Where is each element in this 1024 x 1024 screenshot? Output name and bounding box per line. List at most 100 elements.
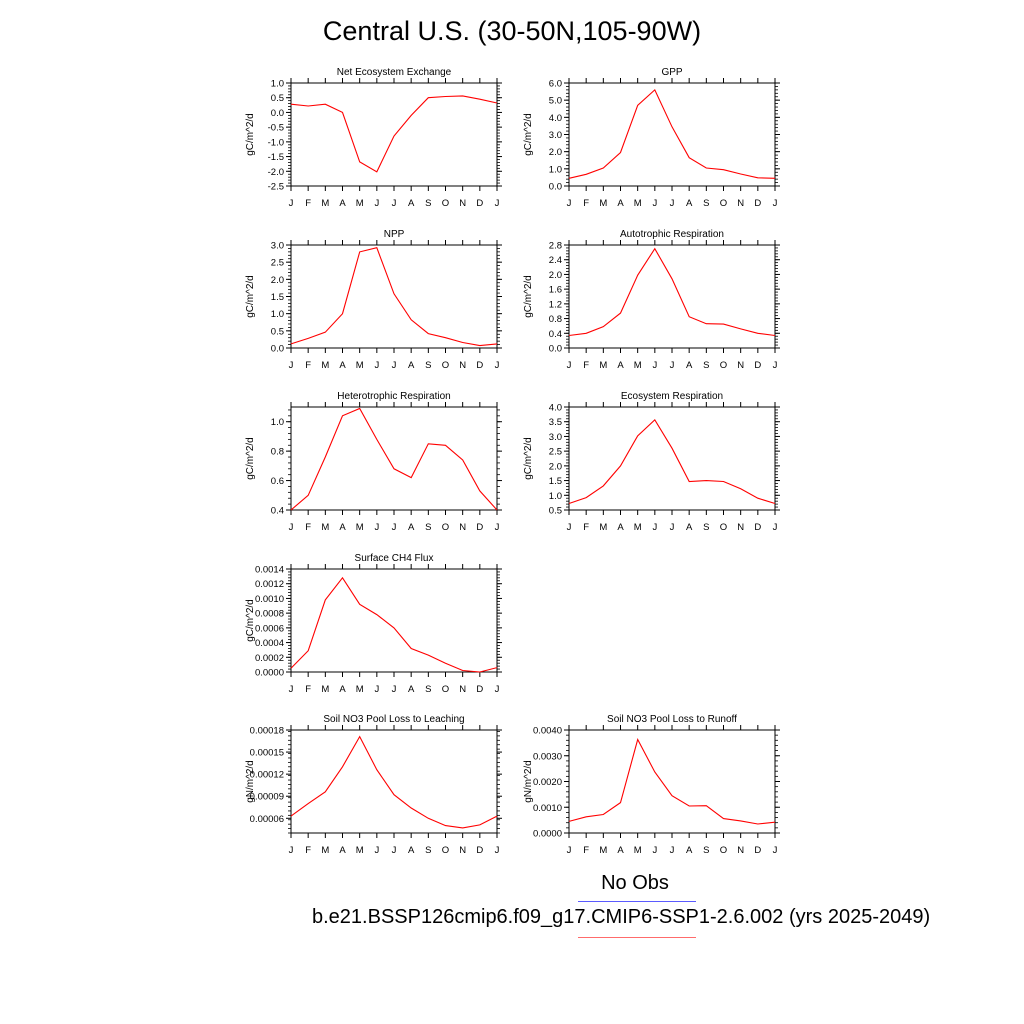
x-tick-label: F <box>305 845 311 856</box>
x-tick-label: S <box>703 198 709 209</box>
y-axis-label: gN/m^2/d <box>523 760 534 803</box>
x-tick-label: M <box>634 198 642 209</box>
chart-panel: Heterotrophic Respiration gC/m^2/d 1.0 0.8 0… <box>245 391 502 533</box>
x-tick-label: D <box>754 360 761 371</box>
x-tick-label: J <box>289 360 294 371</box>
y-tick-label: 0.00015 <box>250 748 284 759</box>
x-tick-label: M <box>634 522 642 533</box>
y-tick-label: 1.0 <box>271 79 284 90</box>
x-tick-label: J <box>652 198 657 209</box>
y-tick-label: 0.4 <box>271 506 284 517</box>
x-tick-label: N <box>459 360 466 371</box>
x-tick-label: J <box>289 845 294 856</box>
x-tick-label: S <box>703 845 709 856</box>
x-tick-label: S <box>425 845 431 856</box>
y-tick-label: 0.0 <box>549 182 562 193</box>
x-tick-label: J <box>670 522 675 533</box>
x-tick-label: A <box>686 522 693 533</box>
x-tick-label: J <box>392 684 397 695</box>
legend-no-obs-label: No Obs <box>601 872 669 894</box>
x-tick-label: J <box>495 198 500 209</box>
plot-frame <box>290 244 498 349</box>
y-tick-label: 1.0 <box>549 491 562 502</box>
x-tick-label: J <box>392 522 397 533</box>
y-tick-label: 4.0 <box>549 403 562 414</box>
x-tick-label: D <box>476 522 483 533</box>
y-tick-label: 2.5 <box>549 447 562 458</box>
y-tick-label: 2.0 <box>271 275 284 286</box>
panel-title: Net Ecosystem Exchange <box>337 67 452 78</box>
series-line <box>290 95 498 173</box>
x-tick-label: D <box>476 684 483 695</box>
y-tick-label: 0.0 <box>271 108 284 119</box>
x-tick-label: O <box>720 845 727 856</box>
y-tick-label: 6.0 <box>549 79 562 90</box>
x-tick-label: F <box>305 198 311 209</box>
y-tick-label: 0.0006 <box>255 623 284 634</box>
x-tick-label: M <box>321 522 329 533</box>
series-line <box>290 576 498 673</box>
x-tick-label: M <box>599 360 607 371</box>
y-tick-label: 0.8 <box>271 447 284 458</box>
x-tick-label: O <box>442 522 449 533</box>
x-tick-label: M <box>356 522 364 533</box>
y-axis-label: gC/m^2/d <box>245 599 256 642</box>
x-tick-label: F <box>583 360 589 371</box>
x-tick-label: S <box>425 522 431 533</box>
x-tick-label: J <box>495 522 500 533</box>
x-tick-label: J <box>567 360 572 371</box>
y-tick-label: 0.8 <box>549 314 562 325</box>
x-tick-label: A <box>617 360 624 371</box>
x-tick-label: A <box>339 522 346 533</box>
x-tick-label: A <box>339 198 346 209</box>
plot-frame <box>290 82 498 187</box>
x-tick-label: M <box>599 522 607 533</box>
x-tick-label: D <box>476 845 483 856</box>
y-tick-label: 0.5 <box>271 326 284 337</box>
x-tick-label: J <box>374 684 379 695</box>
x-tick-label: J <box>773 522 778 533</box>
y-tick-label: 3.0 <box>549 432 562 443</box>
x-tick-label: M <box>599 845 607 856</box>
series-line <box>568 88 776 179</box>
x-tick-label: J <box>567 522 572 533</box>
plot-frame <box>290 568 498 673</box>
plot-frame <box>568 729 776 834</box>
y-axis-label: gC/m^2/d <box>245 275 256 318</box>
x-tick-label: J <box>374 845 379 856</box>
plot-frame <box>290 729 498 834</box>
y-tick-label: -1.0 <box>268 137 284 148</box>
x-tick-label: S <box>425 360 431 371</box>
series-line <box>568 247 776 337</box>
y-axis-label: gC/m^2/d <box>523 275 534 318</box>
x-tick-label: O <box>720 522 727 533</box>
y-tick-label: -0.5 <box>268 123 284 134</box>
y-tick-label: 0.0000 <box>255 668 284 679</box>
y-tick-label: 1.5 <box>549 476 562 487</box>
x-tick-label: J <box>374 198 379 209</box>
x-tick-label: M <box>634 845 642 856</box>
x-tick-label: J <box>495 845 500 856</box>
x-tick-label: M <box>356 360 364 371</box>
x-tick-label: D <box>476 360 483 371</box>
chart-panel: Soil NO3 Pool Loss to LeachinggN/m^2/d0.… <box>245 714 502 856</box>
x-tick-label: J <box>289 198 294 209</box>
x-tick-label: J <box>652 360 657 371</box>
y-axis-label: gC/m^2/d <box>245 113 256 156</box>
plot-frame <box>568 82 776 187</box>
y-tick-label: 5.0 <box>549 96 562 107</box>
y-tick-label: -1.5 <box>268 152 284 163</box>
x-tick-label: J <box>652 522 657 533</box>
chart-panel: Net Ecosystem Exchange gC/m^2/d 1.0 0.5 0.0 -… <box>245 67 502 209</box>
x-tick-label: M <box>634 360 642 371</box>
x-tick-label: N <box>737 522 744 533</box>
x-tick-label: O <box>442 845 449 856</box>
x-tick-label: J <box>392 360 397 371</box>
x-tick-label: O <box>442 684 449 695</box>
series-line <box>568 419 776 505</box>
y-tick-label: 2.0 <box>549 461 562 472</box>
x-tick-label: J <box>773 360 778 371</box>
y-tick-label: 0.5 <box>271 93 284 104</box>
y-tick-label: 2.8 <box>549 241 562 252</box>
